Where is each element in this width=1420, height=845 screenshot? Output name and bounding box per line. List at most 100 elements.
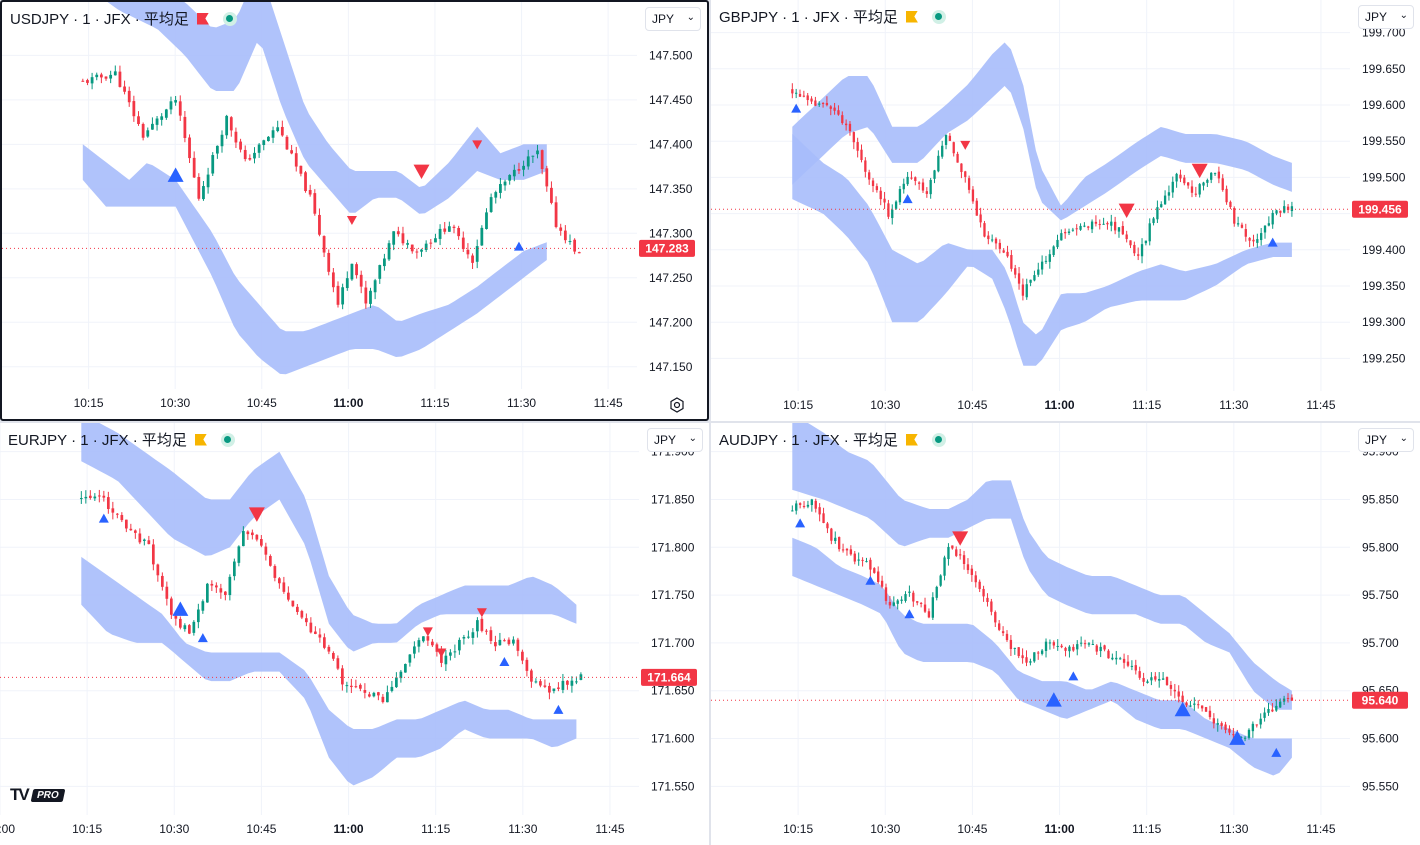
flag-icon[interactable] (196, 12, 209, 25)
candle-body (873, 568, 876, 573)
candle-body (814, 500, 817, 509)
candle-body (935, 586, 938, 598)
candle-body (1282, 698, 1286, 702)
candle-body (1279, 210, 1282, 213)
candle-body (424, 243, 428, 250)
candle-body (1048, 642, 1052, 644)
candle-body (1148, 223, 1151, 242)
candle-body (1189, 705, 1192, 707)
candle-body (210, 583, 214, 586)
tradingview-logo[interactable]: TV PRO (10, 785, 65, 805)
flag-icon[interactable] (905, 10, 918, 23)
candle-body (1161, 678, 1165, 680)
candle-body (1204, 707, 1208, 712)
candle-body (522, 165, 525, 170)
candle-body (1060, 233, 1063, 241)
candle-body (791, 89, 794, 94)
flag-icon[interactable] (905, 433, 918, 446)
candle-body (512, 169, 516, 177)
price-axis[interactable]: 199.700 199.650 199.600 199.550 199.500 199.4… (1352, 26, 1408, 366)
currency-select[interactable]: JPY ⌄ (1358, 5, 1414, 29)
candle-body (187, 625, 191, 634)
candle-body (917, 182, 921, 184)
lower-band (792, 537, 1292, 776)
candle-body (1255, 724, 1258, 726)
price-axis[interactable]: 95.90095.85095.80095.75095.70095.65095.6… (1352, 445, 1408, 794)
candle-body (178, 618, 182, 628)
currency-select[interactable]: JPY ⌄ (647, 428, 703, 452)
gear-icon[interactable] (669, 397, 685, 413)
symbol-header[interactable]: EURJPY · 1 · JFX · 平均足 (8, 429, 235, 450)
price-axis[interactable]: 171.900171.850171.800171.750171.700171.6… (641, 445, 697, 794)
time-tick-label: 10:45 (246, 822, 276, 836)
candle-body (516, 639, 520, 651)
buy-signal-triangle (865, 575, 876, 585)
symbol-title[interactable]: GBPJPY · 1 · JFX · 平均足 (719, 9, 898, 26)
candle-body (458, 639, 461, 651)
candle-body (188, 137, 191, 159)
time-axis[interactable]: 10:15 10:30 10:45 11:00 11:15 11:30 11:45 (783, 822, 1336, 836)
symbol-title[interactable]: EURJPY · 1 · JFX · 平均足 (8, 432, 187, 449)
candle-body (255, 534, 259, 540)
currency-select[interactable]: JPY ⌄ (645, 7, 701, 31)
candle-body (1134, 665, 1137, 671)
price-tick-label: 147.300 (649, 226, 693, 240)
chart-svg[interactable]: 199.700 199.650 199.600 199.550 199.500 199.4… (711, 0, 1420, 421)
candle-body (1044, 260, 1048, 262)
candle-body (109, 74, 113, 79)
symbol-title[interactable]: USDJPY · 1 · JFX · 平均足 (10, 11, 189, 28)
symbol-header[interactable]: GBPJPY · 1 · JFX · 平均足 (719, 6, 946, 27)
candle-body (489, 630, 493, 641)
candle-body (857, 559, 860, 561)
candle-body (169, 101, 173, 110)
candle-body (937, 155, 940, 172)
candle-body (1163, 195, 1167, 205)
candle-body (383, 258, 386, 267)
candle-body (1060, 645, 1063, 648)
chart-svg[interactable]: 171.900171.850171.800171.750171.700171.6… (0, 423, 709, 845)
logo-mark: TV (10, 785, 30, 804)
candle-body (1190, 186, 1194, 193)
time-axis[interactable]: 10:00 10:15 10:30 10:45 11:00 11:15 11:30 11:45 (0, 822, 625, 836)
sell-signal-triangle (952, 531, 969, 546)
last-price-label: 95.640 (1362, 693, 1399, 707)
price-tick-label: 95.550 (1362, 779, 1399, 793)
candle-body (1079, 642, 1083, 644)
candle-body (457, 227, 461, 237)
chart-pane-usdjpy[interactable]: 147.500 147.450 147.400 147.350 147.300 147.2… (0, 0, 709, 421)
currency-select[interactable]: JPY ⌄ (1358, 428, 1414, 452)
symbol-title[interactable]: AUDJPY · 1 · JFX · 平均足 (719, 432, 898, 449)
candle-body (539, 681, 542, 686)
time-axis[interactable]: 10:15 10:30 10:45 11:00 11:15 11:30 11:45 (74, 396, 623, 410)
candle-body (387, 243, 391, 260)
candle-body (1079, 225, 1082, 230)
chart-pane-gbpjpy[interactable]: 199.700 199.650 199.600 199.550 199.500 199.4… (711, 0, 1420, 421)
price-axis[interactable]: 147.500147.450147.400147.350147.300147.2… (639, 48, 695, 374)
candle-body (860, 149, 863, 161)
time-axis[interactable]: 10:15 10:30 10:45 11:00 11:15 11:30 11:45 (783, 398, 1336, 412)
flag-icon[interactable] (194, 433, 207, 446)
candle-body (577, 252, 581, 254)
candle-body (368, 694, 371, 697)
chart-svg[interactable]: 95.90095.85095.80095.75095.70095.65095.6… (711, 423, 1420, 845)
candle-body (498, 639, 502, 646)
candle-body (1017, 647, 1020, 657)
candle-body (1072, 646, 1075, 651)
candle-body (327, 252, 331, 272)
symbol-header[interactable]: AUDJPY · 1 · JFX · 平均足 (719, 429, 946, 450)
candle-body (925, 191, 928, 194)
last-price-badge (639, 239, 695, 257)
price-tick-label: 199.300 (1362, 315, 1406, 329)
price-tick-label: 147.500 (649, 48, 693, 62)
candle-body (1202, 182, 1205, 186)
time-tick-label: 10:15 (72, 822, 102, 836)
chart-pane-eurjpy[interactable]: 171.900171.850171.800171.750171.700171.6… (0, 423, 709, 845)
chart-svg[interactable]: 147.500147.450147.400147.350147.300147.2… (2, 2, 707, 419)
currency-label: JPY (1365, 433, 1388, 447)
chart-pane-audjpy[interactable]: 95.90095.85095.80095.75095.70095.65095.6… (711, 423, 1420, 845)
symbol-header[interactable]: USDJPY · 1 · JFX · 平均足 (10, 8, 237, 29)
candle-body (271, 130, 275, 138)
candle-body (453, 651, 457, 653)
candle-body (434, 238, 437, 243)
candle-body (253, 152, 256, 159)
